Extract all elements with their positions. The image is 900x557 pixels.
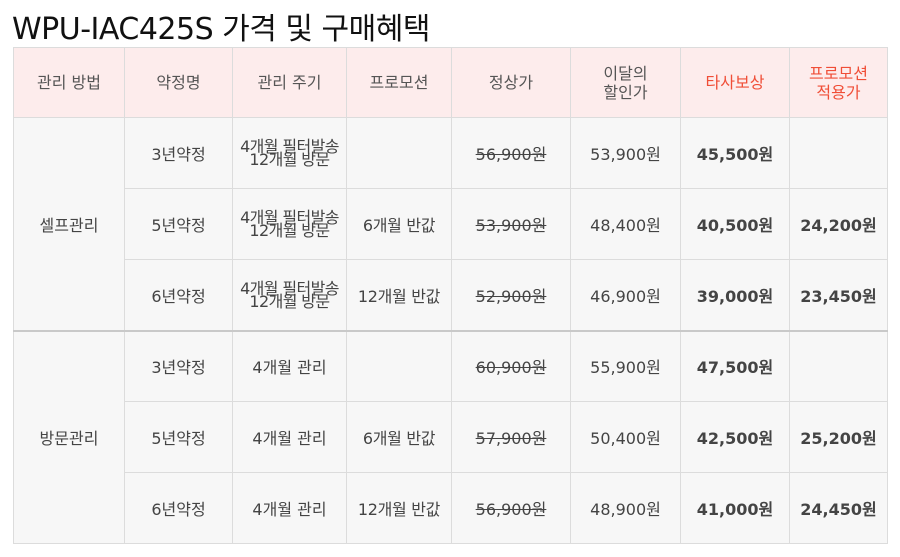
table-row: 방문관리 3년약정 4개월 관리 60,900원 55,900원 47,500원 — [13, 329, 888, 544]
discount-price-cell: 55,900원 — [570, 329, 681, 402]
method-cell: 셀프관리 — [13, 117, 125, 331]
promo-price-cell — [789, 117, 888, 189]
regular-price-cell: 57,900원 — [451, 401, 571, 473]
contract-cell: 6년약정 — [124, 472, 233, 544]
cycle-line2: 12개월 방문 — [249, 291, 330, 311]
promotion-cell: 12개월 반값 — [346, 259, 452, 331]
header-discount-price: 이달의 할인가 — [570, 47, 681, 118]
header-row: 관리 방법 약정명 관리 주기 프로모션 정상가 이달의 할인가 타사보상 프로모… — [13, 47, 888, 118]
promotion-cell: 6개월 반값 — [346, 401, 452, 473]
header-contract: 약정명 — [124, 47, 233, 118]
discount-price-cell: 48,400원 — [570, 188, 681, 260]
contract-cell: 3년약정 — [124, 329, 233, 402]
table-row: 5년약정 4개월 필터발송 12개월 방문 6개월 반값 53,900원 48,4… — [14, 188, 888, 260]
header-promo-price: 프로모션 적용가 — [789, 47, 888, 118]
cycle-cell: 4개월 관리 — [232, 472, 347, 544]
cycle-cell: 4개월 관리 — [232, 401, 347, 473]
cycle-line1: 4개월 필터발송 — [240, 278, 339, 298]
discount-price-cell: 50,400원 — [570, 401, 681, 473]
cycle-cell: 4개월 필터발송 12개월 방문 — [232, 188, 347, 260]
promotion-cell — [346, 329, 452, 402]
regular-price-cell: 56,900원 — [451, 117, 571, 189]
contract-cell: 5년약정 — [124, 188, 233, 260]
regular-price-cell: 53,900원 — [451, 188, 571, 260]
competitor-price-cell: 45,500원 — [680, 117, 790, 189]
cycle-line2: 12개월 방문 — [249, 150, 330, 169]
page-title: WPU-IAC425S 가격 및 구매혜택 — [12, 12, 430, 47]
cycle-cell: 4개월 필터발송 12개월 방문 — [232, 259, 347, 331]
header-promo-price-line1: 프로모션 — [809, 63, 868, 83]
competitor-price-cell: 40,500원 — [680, 188, 790, 260]
cycle-cell: 4개월 필터발송 12개월 방문 — [232, 117, 347, 189]
competitor-price-cell: 39,000원 — [680, 259, 790, 331]
discount-price-cell: 53,900원 — [570, 117, 681, 189]
header-discount-line2: 할인가 — [603, 82, 648, 102]
method-cell: 방문관리 — [13, 329, 125, 544]
header-method: 관리 방법 — [13, 47, 125, 118]
table-row: 6년약정 4개월 필터발송 12개월 방문 12개월 반값 52,900원 46,… — [14, 259, 888, 331]
header-competitor-compensation: 타사보상 — [680, 47, 790, 118]
discount-price-cell: 46,900원 — [570, 259, 681, 331]
promo-price-cell: 24,200원 — [789, 188, 888, 260]
header-cycle: 관리 주기 — [232, 47, 347, 118]
cycle-line1: 4개월 필터발송 — [240, 208, 339, 227]
promo-price-cell: 24,450원 — [789, 472, 888, 544]
table-row: 셀프관리 3년약정 4개월 필터발송 12개월 방문 56,900원 53,900… — [13, 117, 888, 331]
header-promo-price-line2: 적용가 — [816, 82, 861, 102]
competitor-price-cell: 47,500원 — [680, 329, 790, 402]
competitor-price-cell: 42,500원 — [680, 401, 790, 473]
regular-price-cell: 56,900원 — [451, 472, 571, 544]
promotion-cell: 12개월 반값 — [346, 472, 452, 544]
contract-cell: 5년약정 — [124, 401, 233, 473]
table-row: 5년약정 4개월 관리 6개월 반값 57,900원 50,400원 42,50… — [14, 401, 888, 473]
contract-cell: 6년약정 — [124, 259, 233, 331]
cycle-line1: 4개월 필터발송 — [240, 137, 339, 156]
cycle-line2: 12개월 방문 — [249, 221, 330, 240]
cycle-cell: 4개월 관리 — [232, 329, 347, 402]
regular-price-cell: 52,900원 — [451, 259, 571, 331]
promotion-cell: 6개월 반값 — [346, 188, 452, 260]
contract-cell: 3년약정 — [124, 117, 233, 189]
table-row: 6년약정 4개월 관리 12개월 반값 56,900원 48,900원 41,0… — [14, 472, 888, 544]
header-discount-line1: 이달의 — [603, 63, 648, 83]
competitor-price-cell: 41,000원 — [680, 472, 790, 544]
promotion-cell — [346, 117, 452, 189]
regular-price-cell: 60,900원 — [451, 329, 571, 402]
header-promotion: 프로모션 — [346, 47, 452, 118]
discount-price-cell: 48,900원 — [570, 472, 681, 544]
promo-price-cell — [789, 329, 888, 402]
price-table: 관리 방법 약정명 관리 주기 프로모션 정상가 이달의 할인가 타사보상 프로모… — [13, 47, 888, 544]
promo-price-cell: 23,450원 — [789, 259, 888, 331]
promo-price-cell: 25,200원 — [789, 401, 888, 473]
header-regular-price: 정상가 — [451, 47, 571, 118]
